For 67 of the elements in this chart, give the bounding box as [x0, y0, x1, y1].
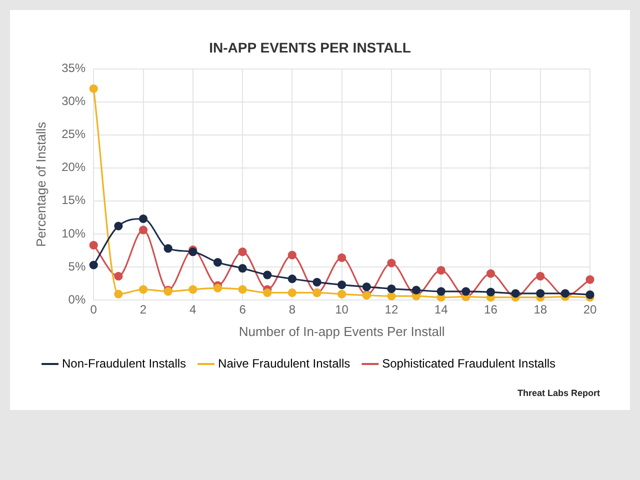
- legend-label: Non-Fraudulent Installs: [62, 356, 186, 370]
- point: [89, 84, 98, 93]
- point: [114, 222, 123, 230]
- x-tick-label: 18: [534, 302, 548, 317]
- point: [89, 240, 98, 250]
- point: [263, 288, 272, 298]
- point: [164, 244, 172, 253]
- point: [138, 226, 148, 234]
- point: [338, 290, 346, 298]
- point: [138, 214, 148, 224]
- y-tick-label: 15%: [62, 193, 86, 208]
- y-tick-label: 5%: [68, 259, 86, 274]
- x-tick-label: 10: [335, 302, 349, 317]
- legend-label: Naive Fraudulent Installs: [218, 356, 350, 370]
- x-tick-label: 8: [288, 302, 296, 317]
- x-axis-title: Number of In-app Events Per Install: [238, 324, 445, 339]
- y-tick-label: 10%: [62, 226, 86, 240]
- y-tick-label: 20%: [62, 160, 86, 174]
- point: [288, 288, 296, 298]
- point: [412, 286, 421, 294]
- point: [362, 282, 371, 292]
- point: [263, 270, 272, 280]
- x-tick-label: 0: [90, 302, 98, 317]
- point: [586, 290, 594, 300]
- point: [338, 253, 346, 262]
- y-axis-title: Percentage of Installs: [33, 121, 48, 247]
- y-tick-label: 35%: [62, 61, 86, 76]
- point: [486, 269, 496, 278]
- y-tick-label: 25%: [62, 127, 86, 142]
- point: [114, 290, 123, 298]
- point: [288, 274, 296, 284]
- x-tick-label: 20: [583, 302, 597, 317]
- x-tick-label: 2: [140, 302, 147, 317]
- point: [238, 247, 247, 256]
- point: [188, 285, 198, 294]
- point: [560, 289, 570, 298]
- legend-label: Sophisticated Fraudulent Installs: [382, 356, 556, 370]
- point: [436, 287, 446, 296]
- point: [586, 275, 594, 284]
- point: [462, 287, 470, 296]
- point: [213, 258, 222, 267]
- point: [486, 288, 496, 296]
- point: [288, 250, 296, 260]
- point: [536, 272, 545, 281]
- point: [238, 264, 247, 273]
- x-tick-label: 6: [239, 302, 246, 317]
- x-tick-label: 16: [484, 302, 498, 317]
- chart-title: IN-APP EVENTS PER INSTALL: [209, 39, 412, 56]
- point: [238, 285, 247, 294]
- point: [338, 280, 346, 290]
- point: [536, 289, 545, 298]
- point: [138, 285, 148, 294]
- point: [213, 284, 222, 292]
- y-tick-label: 30%: [62, 94, 86, 108]
- text: Threat Labs Report: [517, 388, 600, 398]
- point: [387, 258, 396, 268]
- x-tick-label: 14: [434, 302, 448, 317]
- point: [89, 260, 98, 270]
- x-tick-label: 4: [190, 302, 197, 317]
- point: [511, 289, 520, 298]
- point: [312, 278, 322, 286]
- point: [114, 272, 123, 281]
- x-tick-label: 12: [384, 302, 398, 317]
- point: [436, 266, 446, 275]
- point: [387, 284, 396, 294]
- y-tick-label: 0%: [68, 292, 86, 306]
- point: [387, 292, 396, 300]
